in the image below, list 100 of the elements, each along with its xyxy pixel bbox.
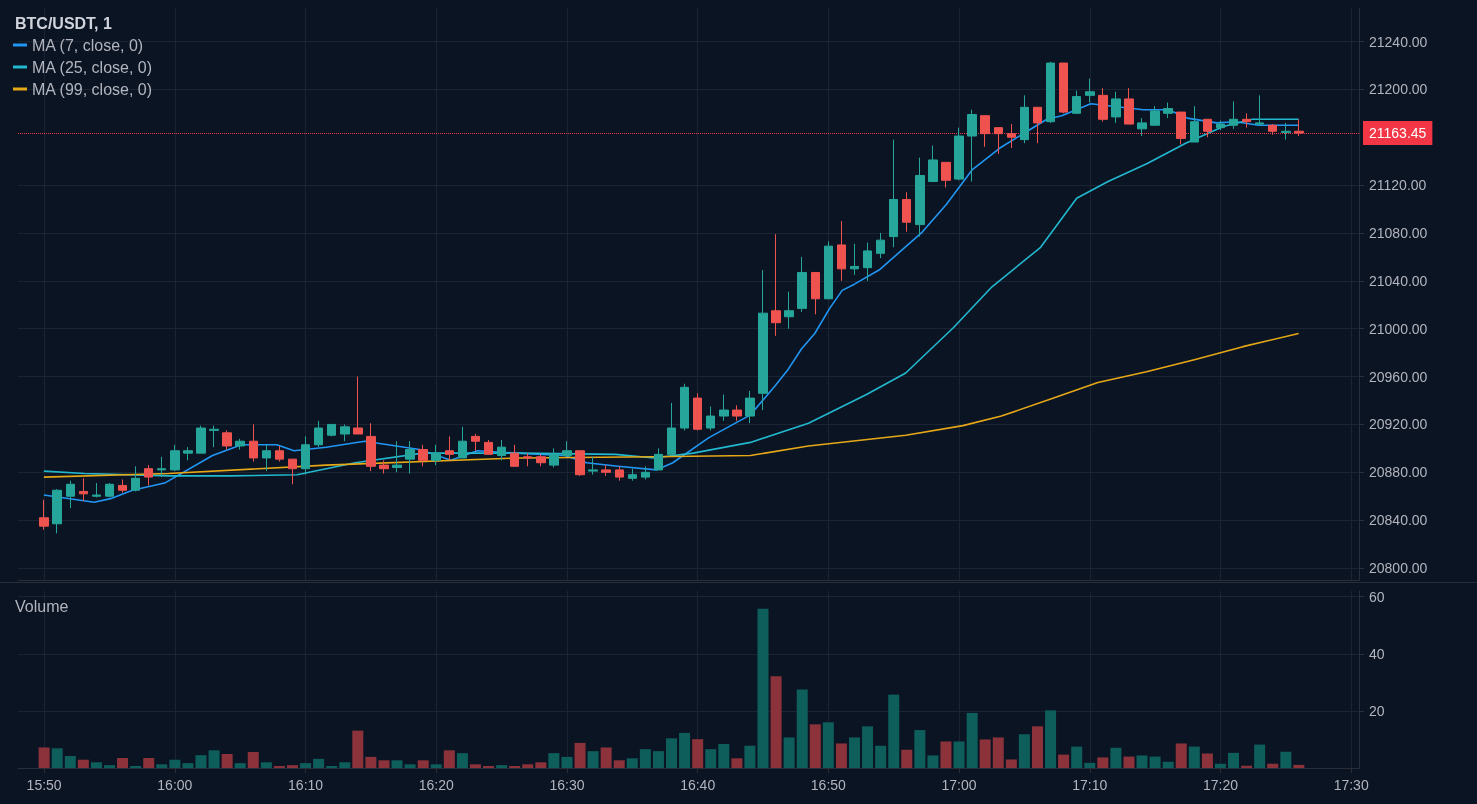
bar — [417, 760, 429, 768]
x-tick-label: 16:20 — [418, 777, 454, 793]
candlestick — [222, 429, 232, 451]
bar — [1045, 710, 1057, 768]
candlestick — [641, 465, 650, 480]
x-tick-label: 17:10 — [1072, 777, 1108, 793]
candlestick — [628, 468, 637, 482]
candlestick — [431, 444, 441, 466]
candlestick — [1229, 100, 1238, 130]
bar — [430, 764, 442, 768]
candlestick — [784, 291, 794, 330]
bar — [352, 730, 364, 768]
candlestick — [66, 480, 75, 509]
candlestick — [392, 440, 402, 473]
candlestick — [157, 456, 166, 478]
bar — [679, 732, 691, 768]
bar — [391, 760, 403, 768]
candlestick — [340, 423, 350, 442]
candlestick — [1268, 123, 1277, 136]
y-tick-label: 40 — [1369, 645, 1385, 662]
candlestick — [92, 482, 101, 498]
candlestick — [144, 464, 153, 486]
y-tick-label: 21080.00 — [1369, 224, 1428, 241]
bar — [208, 750, 220, 768]
candlestick — [288, 458, 297, 485]
bar — [300, 763, 312, 768]
y-tick-label: 20 — [1369, 702, 1385, 719]
bar — [1228, 752, 1240, 768]
candlestick — [170, 444, 180, 472]
candlestick — [1059, 62, 1068, 114]
candlestick — [235, 438, 245, 451]
bar — [1097, 757, 1109, 768]
ref-line-label: 21163.45 — [1369, 125, 1427, 142]
candlestick — [484, 439, 493, 455]
legend-label: MA (7, close, 0) — [32, 36, 144, 54]
candlestick — [1072, 90, 1081, 114]
candlestick — [837, 220, 846, 282]
bar — [378, 760, 390, 768]
bar — [221, 754, 233, 768]
bar — [169, 759, 181, 768]
bar — [626, 758, 638, 768]
candlestick — [732, 404, 742, 422]
bar — [143, 758, 155, 768]
candlestick — [275, 445, 284, 463]
candlestick — [1111, 91, 1121, 124]
candlestick — [824, 240, 833, 300]
bar — [1005, 759, 1017, 768]
candlestick — [510, 444, 519, 467]
bar — [443, 750, 455, 768]
chart-title: BTC/USDT, 1 — [15, 14, 112, 32]
bar — [1071, 746, 1083, 768]
candlestick — [1216, 119, 1225, 131]
bar — [992, 737, 1004, 768]
candlestick — [863, 242, 872, 282]
x-tick-label: 17:20 — [1202, 777, 1239, 793]
candlestick — [131, 465, 140, 492]
candlestick — [1124, 87, 1134, 125]
candlestick — [601, 464, 611, 477]
y-tick-label: 21000.00 — [1369, 320, 1428, 337]
candlestick — [1176, 111, 1186, 145]
candlestick — [249, 423, 258, 463]
candlestick — [980, 115, 990, 148]
bar — [979, 739, 991, 768]
candlestick — [654, 447, 663, 471]
bar — [783, 737, 795, 768]
bar — [104, 765, 116, 768]
bar — [1110, 747, 1122, 768]
candlestick — [954, 127, 964, 181]
bar — [665, 738, 677, 768]
bar — [51, 748, 63, 768]
bar — [718, 744, 730, 768]
bar — [901, 749, 913, 768]
x-tick-label: 17:30 — [1333, 777, 1369, 793]
y-tick-label: 20840.00 — [1369, 512, 1428, 529]
bar — [561, 756, 573, 768]
legend-label: MA (25, close, 0) — [32, 58, 153, 76]
bar — [1136, 755, 1148, 768]
candlestick — [575, 450, 585, 477]
bar — [1031, 726, 1043, 768]
candlestick — [183, 446, 193, 461]
bar — [862, 726, 874, 768]
candlestick — [1190, 105, 1199, 143]
x-tick-label: 16:10 — [288, 777, 324, 793]
bar — [535, 762, 547, 768]
candlestick — [1242, 112, 1251, 129]
bar — [339, 762, 351, 768]
candlestick — [1085, 78, 1095, 104]
bar — [796, 689, 808, 768]
bar — [456, 753, 468, 768]
candlestick — [667, 402, 676, 455]
bar — [652, 751, 664, 768]
bar — [548, 753, 560, 768]
candlestick — [562, 440, 572, 457]
bar — [1267, 763, 1279, 768]
bar — [1175, 743, 1187, 768]
bar — [692, 739, 704, 768]
y-tick-label: 20920.00 — [1369, 416, 1428, 433]
candlestick — [209, 425, 219, 448]
bar — [522, 764, 534, 768]
candlestick — [418, 444, 428, 467]
